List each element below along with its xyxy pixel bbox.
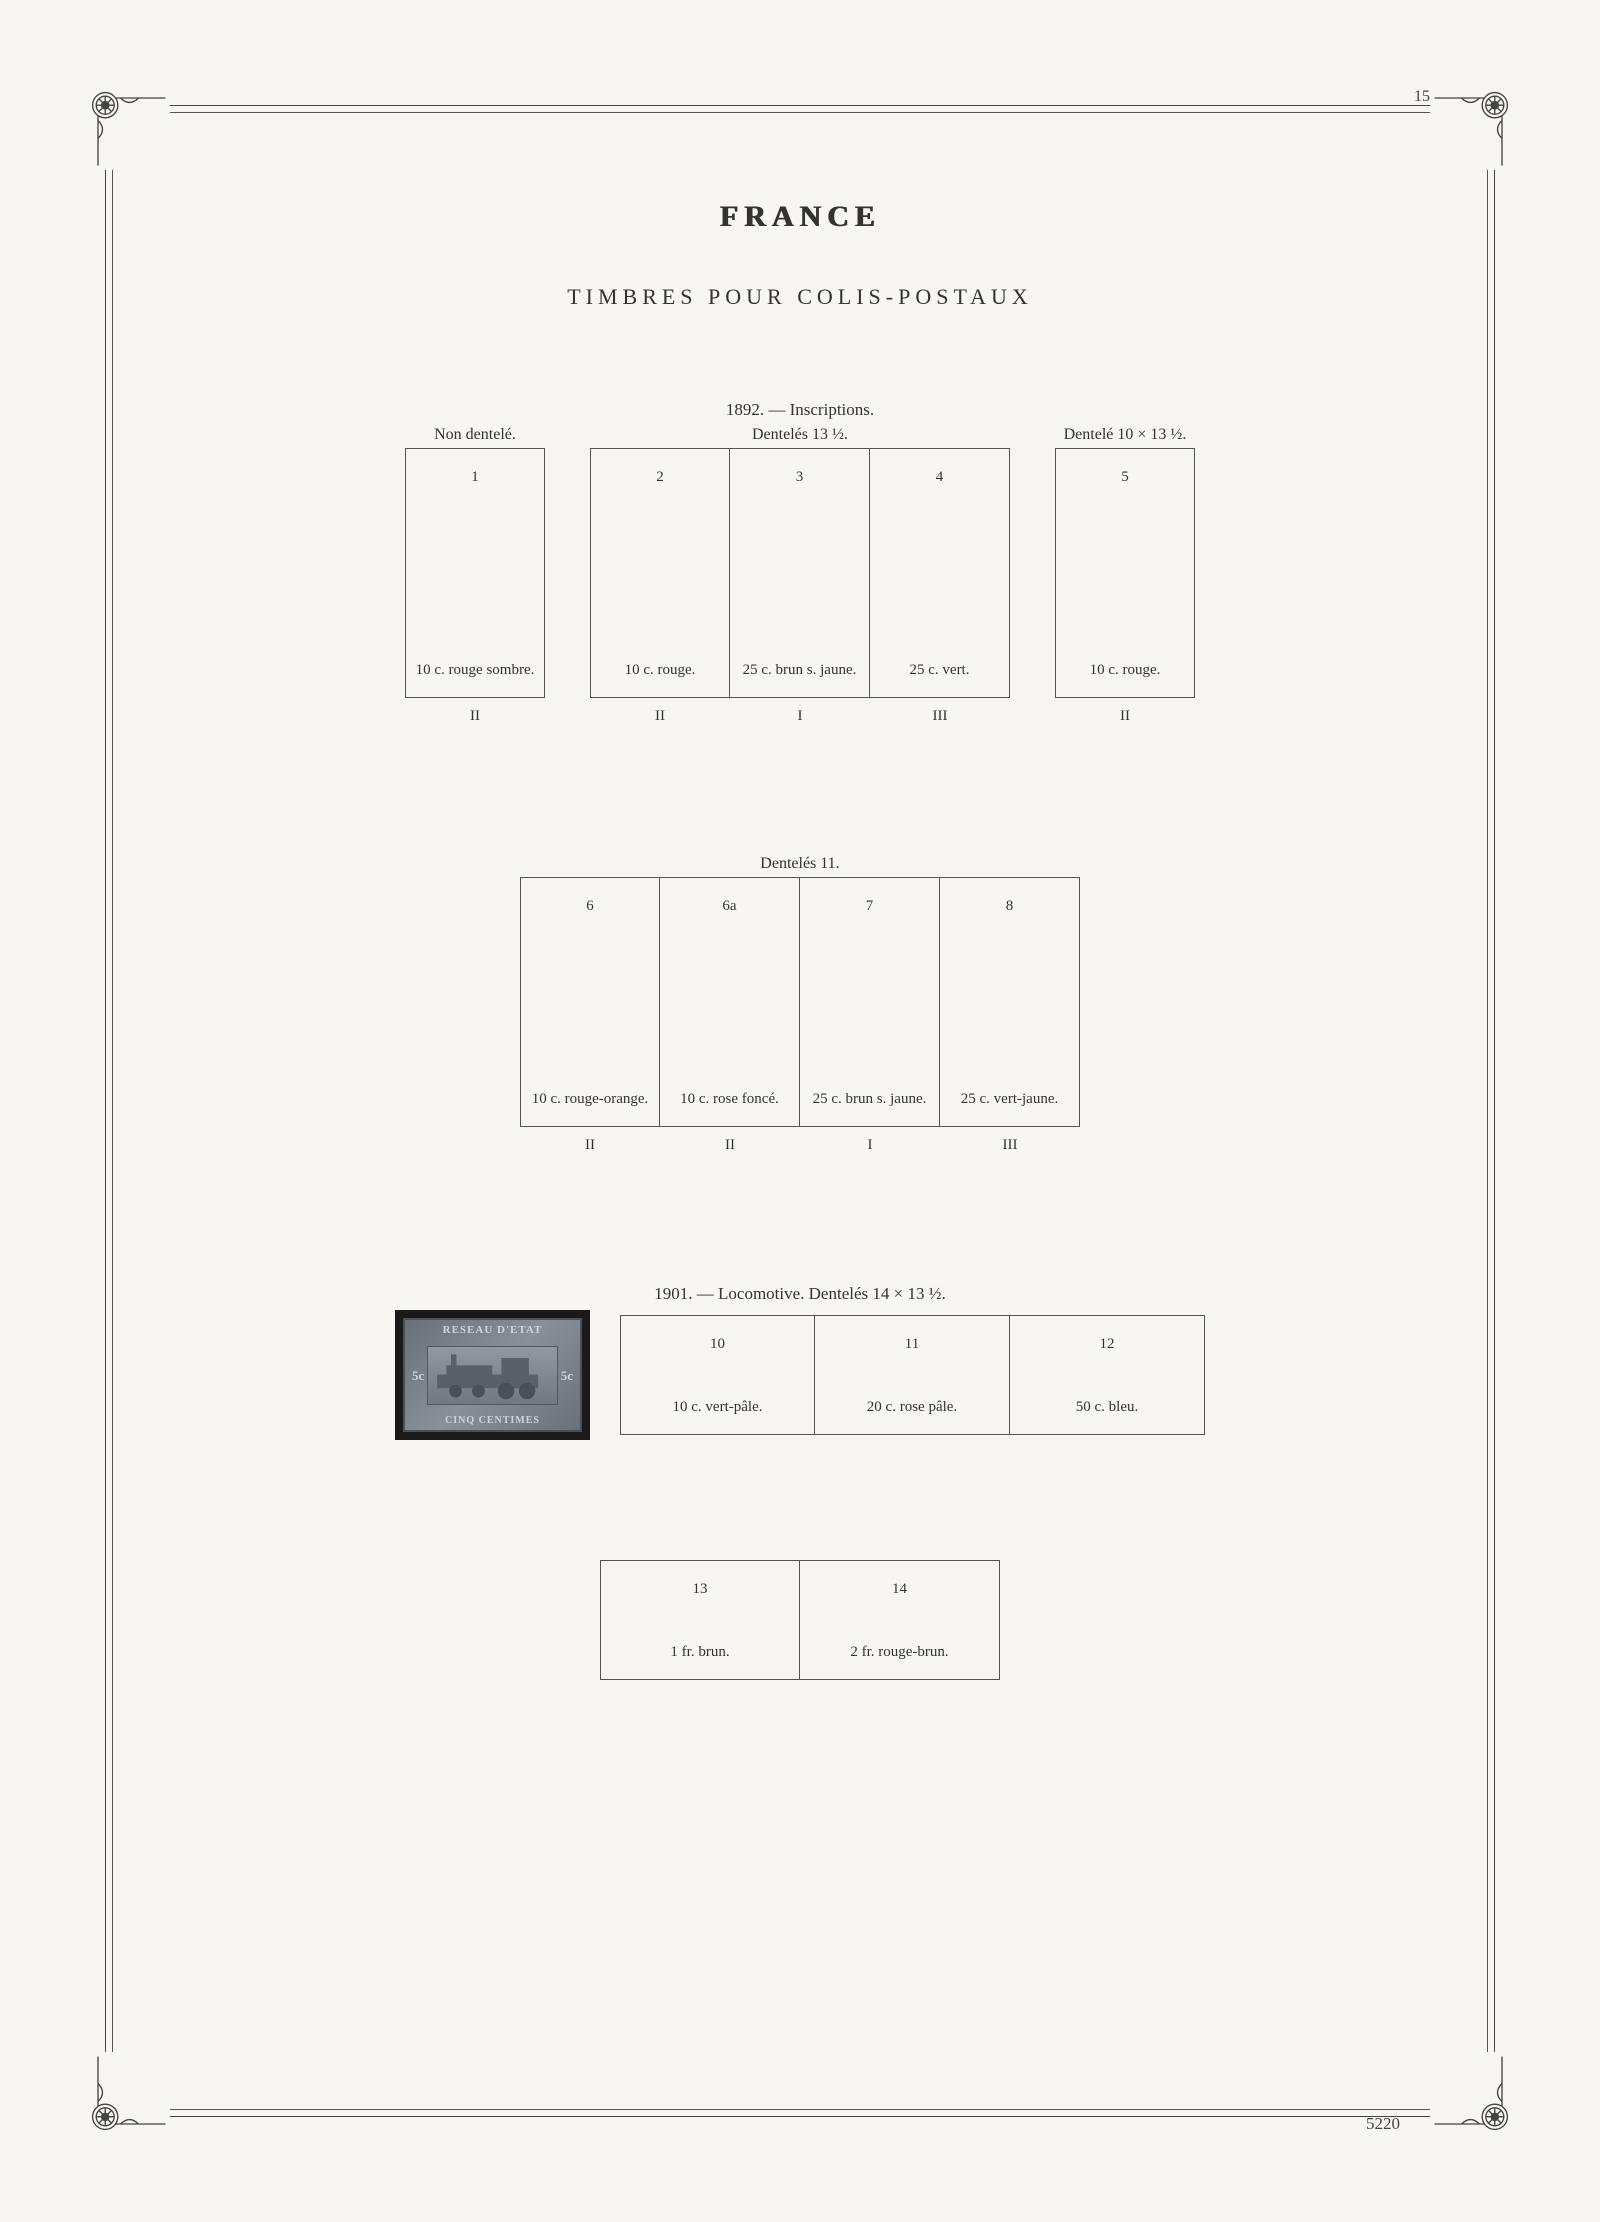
stamp-number: 12 [1100, 1336, 1115, 1353]
stamp-left-val: 5c [409, 1368, 427, 1384]
stamp-desc: 50 c. bleu. [1076, 1398, 1138, 1416]
stamp-number: 14 [892, 1581, 907, 1598]
stamp-box: 6 10 c. rouge-orange. [520, 877, 660, 1127]
stamp-mark: II [520, 1137, 660, 1154]
corner-ornament-tr [1430, 80, 1520, 170]
stamp-box: 8 25 c. vert-jaune. [940, 877, 1080, 1127]
content-area: FRANCE TIMBRES POUR COLIS-POSTAUX 1892. … [160, 180, 1440, 2062]
locomotive-icon [427, 1346, 557, 1405]
stamp-group: 5 10 c. rouge. [1055, 448, 1195, 698]
page-number-top: 15 [1414, 88, 1430, 106]
section3-row1: RESEAU D'ETAT 5c [160, 1310, 1440, 1440]
subtitle: TIMBRES POUR COLIS-POSTAUX [160, 284, 1440, 310]
corner-ornament-tl [80, 80, 170, 170]
stamp-mark: III [940, 1137, 1080, 1154]
stamp-box: 2 10 c. rouge. [590, 448, 730, 698]
stamp-desc: 10 c. rouge. [625, 661, 696, 679]
group-dentele-13: Dentelés 13 ½. 2 10 c. rouge. 3 25 c. br… [590, 426, 1010, 725]
stamp-number: 7 [866, 898, 874, 915]
stamp-desc: 1 fr. brun. [670, 1643, 729, 1661]
country-title: FRANCE [160, 200, 1440, 234]
group-dentele-10x13: Dentelé 10 × 13 ½. 5 10 c. rouge. II [1055, 426, 1195, 725]
stamp-desc: 10 c. vert-pâle. [673, 1398, 763, 1416]
stamp-box: 12 50 c. bleu. [1010, 1315, 1205, 1435]
stamp-mark: I [800, 1137, 940, 1154]
stamp-number: 11 [905, 1336, 919, 1353]
group-non-dentele: Non dentelé. 1 10 c. rouge sombre. II [405, 426, 545, 725]
stamp-number: 1 [471, 469, 479, 486]
corner-ornament-bl [80, 2052, 170, 2142]
stamp-number: 2 [656, 469, 664, 486]
section1-caption: 1892. — Inscriptions. [160, 400, 1440, 420]
stamp-box: 4 25 c. vert. [870, 448, 1010, 698]
stamp-number: 5 [1121, 469, 1129, 486]
group-label: Dentelé 10 × 13 ½. [1064, 426, 1187, 444]
stamp-mark: II [1055, 708, 1195, 725]
page-number-bottom: 5220 [1366, 2114, 1400, 2134]
section1-row: Non dentelé. 1 10 c. rouge sombre. II De… [160, 426, 1440, 725]
stamp-box: 7 25 c. brun s. jaune. [800, 877, 940, 1127]
stamp-group: 2 10 c. rouge. 3 25 c. brun s. jaune. 4 … [590, 448, 1010, 698]
section2-label: Dentelés 11. [160, 855, 1440, 873]
stamp-desc: 10 c. rouge sombre. [416, 661, 535, 679]
stamp-group: 6 10 c. rouge-orange. 6a 10 c. rose fonc… [520, 877, 1080, 1127]
stamp-desc: 10 c. rose foncé. [680, 1090, 779, 1108]
stamp-box: 5 10 c. rouge. [1055, 448, 1195, 698]
stamp-number: 6a [722, 898, 736, 915]
stamp-image-locomotive: RESEAU D'ETAT 5c [395, 1310, 590, 1440]
stamp-mark: II [660, 1137, 800, 1154]
stamp-box: 10 10 c. vert-pâle. [620, 1315, 815, 1435]
group-label: Non dentelé. [434, 426, 516, 444]
stamp-desc: 25 c. brun s. jaune. [813, 1090, 927, 1108]
stamp-desc: 10 c. rouge. [1090, 661, 1161, 679]
group-label: Dentelés 13 ½. [752, 426, 848, 444]
stamp-number: 10 [710, 1336, 725, 1353]
stamp-mark: II [405, 708, 545, 725]
stamp-mark: III [870, 708, 1010, 725]
stamp-group: 10 10 c. vert-pâle. 11 20 c. rose pâle. … [620, 1315, 1205, 1435]
stamp-box: 14 2 fr. rouge-brun. [800, 1560, 1000, 1680]
stamp-box: 13 1 fr. brun. [600, 1560, 800, 1680]
stamp-number: 3 [796, 469, 804, 486]
page-inner: 15 5220 FRANCE TIMBRES POUR COLIS-POSTAU… [60, 60, 1540, 2162]
stamp-desc: 10 c. rouge-orange. [532, 1090, 649, 1108]
stamp-group: 1 10 c. rouge sombre. [405, 448, 545, 698]
stamp-mark: I [730, 708, 870, 725]
section2-row: 6 10 c. rouge-orange. 6a 10 c. rose fonc… [160, 877, 1440, 1154]
section3-caption: 1901. — Locomotive. Dentelés 14 × 13 ½. [160, 1284, 1440, 1304]
stamp-mark: II [590, 708, 730, 725]
stamp-inner: RESEAU D'ETAT 5c [403, 1318, 582, 1432]
section3-row2: 13 1 fr. brun. 14 2 fr. rouge-brun. [160, 1560, 1440, 1680]
stamp-number: 13 [693, 1581, 708, 1598]
stamp-desc: 2 fr. rouge-brun. [850, 1643, 948, 1661]
stamp-group: 13 1 fr. brun. 14 2 fr. rouge-brun. [600, 1560, 1000, 1680]
album-page: 15 5220 FRANCE TIMBRES POUR COLIS-POSTAU… [0, 0, 1600, 2222]
group-dentele-11: 6 10 c. rouge-orange. 6a 10 c. rose fonc… [520, 877, 1080, 1154]
stamp-desc: 20 c. rose pâle. [867, 1398, 957, 1416]
corner-ornament-br [1430, 2052, 1520, 2142]
stamp-number: 6 [586, 898, 594, 915]
stamp-number: 4 [936, 469, 944, 486]
stamp-box: 1 10 c. rouge sombre. [405, 448, 545, 698]
stamp-box: 6a 10 c. rose foncé. [660, 877, 800, 1127]
stamp-desc: 25 c. brun s. jaune. [743, 661, 857, 679]
stamp-desc: 25 c. vert. [910, 661, 970, 679]
stamp-number: 8 [1006, 898, 1014, 915]
stamp-top-text: RESEAU D'ETAT [443, 1324, 543, 1336]
stamp-desc: 25 c. vert-jaune. [961, 1090, 1058, 1108]
stamp-right-val: 5c [558, 1368, 576, 1384]
stamp-box: 3 25 c. brun s. jaune. [730, 448, 870, 698]
stamp-box: 11 20 c. rose pâle. [815, 1315, 1010, 1435]
stamp-bottom-text: CINQ CENTIMES [445, 1415, 540, 1426]
